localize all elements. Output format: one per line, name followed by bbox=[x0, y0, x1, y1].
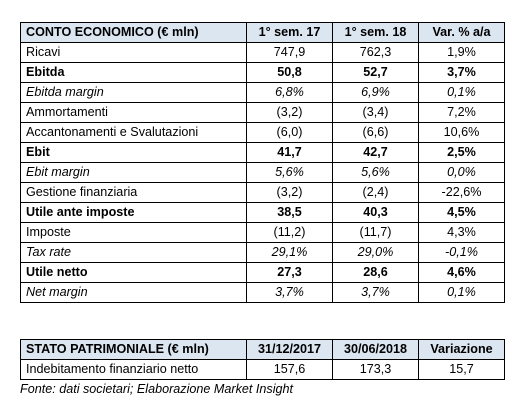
table-row: Imposte (11,2) (11,7) 4,3% bbox=[20, 222, 505, 243]
balance-header-variation: Variazione bbox=[418, 339, 505, 360]
value-period-2: (2,4) bbox=[332, 182, 419, 203]
income-header-label: CONTO ECONOMICO (€ mln) bbox=[20, 22, 247, 43]
value-period-2: (3,4) bbox=[332, 102, 419, 123]
value-period-1: (3,2) bbox=[246, 102, 333, 123]
row-label: Indebitamento finanziario netto bbox=[20, 359, 247, 380]
value-period-1: 50,8 bbox=[246, 62, 333, 83]
value-variation: 0,1% bbox=[418, 282, 505, 303]
value-variation: 7,2% bbox=[418, 102, 505, 123]
value-period-2: 173,3 bbox=[332, 359, 419, 380]
value-period-1: 27,3 bbox=[246, 262, 333, 283]
income-statement-table: CONTO ECONOMICO (€ mln) 1° sem. 17 1° se… bbox=[20, 22, 505, 303]
value-variation: 2,5% bbox=[418, 142, 505, 163]
value-period-2: 28,6 bbox=[332, 262, 419, 283]
row-label: Utile netto bbox=[20, 262, 247, 283]
row-label: Imposte bbox=[20, 222, 247, 243]
value-period-1: 157,6 bbox=[246, 359, 333, 380]
balance-sheet-table: STATO PATRIMONIALE (€ mln) 31/12/2017 30… bbox=[20, 339, 505, 380]
table-row: Utile ante imposte 38,5 40,3 4,5% bbox=[20, 202, 505, 223]
table-row: Ebitda 50,8 52,7 3,7% bbox=[20, 62, 505, 83]
value-variation: -0,1% bbox=[418, 242, 505, 263]
row-label: Ebit margin bbox=[20, 162, 247, 183]
value-period-2: 29,0% bbox=[332, 242, 419, 263]
income-header-period-2: 1° sem. 18 bbox=[332, 22, 419, 43]
value-variation: 15,7 bbox=[418, 359, 505, 380]
table-row: Ricavi 747,9 762,3 1,9% bbox=[20, 42, 505, 63]
table-row: Net margin 3,7% 3,7% 0,1% bbox=[20, 282, 505, 303]
table-row: Ebit margin 5,6% 5,6% 0,0% bbox=[20, 162, 505, 183]
value-period-1: 747,9 bbox=[246, 42, 333, 63]
value-period-1: 5,6% bbox=[246, 162, 333, 183]
value-variation: 0,0% bbox=[418, 162, 505, 183]
value-variation: 4,6% bbox=[418, 262, 505, 283]
row-label: Ebitda bbox=[20, 62, 247, 83]
source-note: Fonte: dati societari; Elaborazione Mark… bbox=[20, 382, 294, 396]
balance-table-body: Indebitamento finanziario netto 157,6 173,… bbox=[20, 359, 505, 380]
table-row: Accantonamenti e Svalutazioni (6,0) (6,6) 1… bbox=[20, 122, 505, 143]
value-period-2: (6,6) bbox=[332, 122, 419, 143]
value-period-1: (3,2) bbox=[246, 182, 333, 203]
table-row: Indebitamento finanziario netto 157,6 173,… bbox=[20, 359, 505, 380]
value-period-2: 6,9% bbox=[332, 82, 419, 103]
value-period-2: 3,7% bbox=[332, 282, 419, 303]
row-label: Gestione finanziaria bbox=[20, 182, 247, 203]
table-row: Utile netto 27,3 28,6 4,6% bbox=[20, 262, 505, 283]
table-row: Ebit 41,7 42,7 2,5% bbox=[20, 142, 505, 163]
income-header-variation: Var. % a/a bbox=[418, 22, 505, 43]
income-header-row: CONTO ECONOMICO (€ mln) 1° sem. 17 1° se… bbox=[20, 22, 505, 43]
value-period-1: 29,1% bbox=[246, 242, 333, 263]
table-row: Gestione finanziaria (3,2) (2,4) -22,6% bbox=[20, 182, 505, 203]
value-period-2: 762,3 bbox=[332, 42, 419, 63]
value-variation: -22,6% bbox=[418, 182, 505, 203]
value-variation: 4,3% bbox=[418, 222, 505, 243]
row-label: Tax rate bbox=[20, 242, 247, 263]
balance-header-date-1: 31/12/2017 bbox=[246, 339, 333, 360]
value-period-1: (11,2) bbox=[246, 222, 333, 243]
value-period-1: (6,0) bbox=[246, 122, 333, 143]
value-period-2: 40,3 bbox=[332, 202, 419, 223]
table-row: Tax rate 29,1% 29,0% -0,1% bbox=[20, 242, 505, 263]
value-period-1: 3,7% bbox=[246, 282, 333, 303]
value-period-2: 42,7 bbox=[332, 142, 419, 163]
value-period-2: (11,7) bbox=[332, 222, 419, 243]
value-period-1: 38,5 bbox=[246, 202, 333, 223]
row-label: Ricavi bbox=[20, 42, 247, 63]
income-table-body: Ricavi 747,9 762,3 1,9% Ebitda 50,8 52,7 3,7% Eb… bbox=[20, 42, 505, 303]
value-variation: 1,9% bbox=[418, 42, 505, 63]
table-row: Ebitda margin 6,8% 6,9% 0,1% bbox=[20, 82, 505, 103]
value-variation: 4,5% bbox=[418, 202, 505, 223]
value-variation: 3,7% bbox=[418, 62, 505, 83]
row-label: Ammortamenti bbox=[20, 102, 247, 123]
balance-header-label: STATO PATRIMONIALE (€ mln) bbox=[20, 339, 247, 360]
row-label: Ebit bbox=[20, 142, 247, 163]
row-label: Accantonamenti e Svalutazioni bbox=[20, 122, 247, 143]
value-variation: 10,6% bbox=[418, 122, 505, 143]
balance-header-date-2: 30/06/2018 bbox=[332, 339, 419, 360]
balance-header-row: STATO PATRIMONIALE (€ mln) 31/12/2017 30… bbox=[20, 339, 505, 360]
income-header-period-1: 1° sem. 17 bbox=[246, 22, 333, 43]
row-label: Net margin bbox=[20, 282, 247, 303]
value-period-2: 5,6% bbox=[332, 162, 419, 183]
value-period-2: 52,7 bbox=[332, 62, 419, 83]
value-period-1: 41,7 bbox=[246, 142, 333, 163]
row-label: Ebitda margin bbox=[20, 82, 247, 103]
value-variation: 0,1% bbox=[418, 82, 505, 103]
table-row: Ammortamenti (3,2) (3,4) 7,2% bbox=[20, 102, 505, 123]
value-period-1: 6,8% bbox=[246, 82, 333, 103]
row-label: Utile ante imposte bbox=[20, 202, 247, 223]
